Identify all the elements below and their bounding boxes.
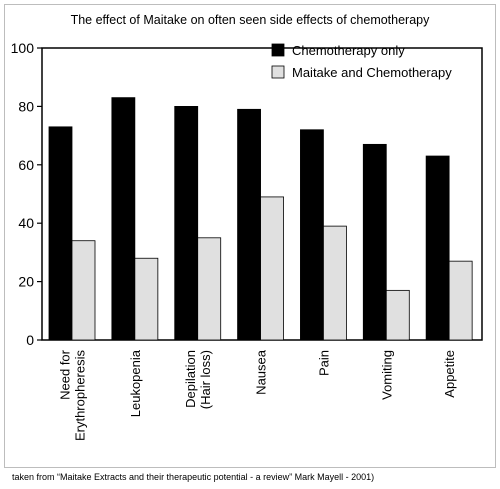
y-tick-label: 100 (11, 40, 35, 56)
chart-title: The effect of Maitake on often seen side… (71, 13, 431, 27)
x-tick-label: (Hair loss) (198, 350, 213, 409)
y-tick-label: 20 (18, 274, 34, 290)
legend-swatch (271, 65, 285, 79)
x-tick-label: Vomiting (379, 350, 394, 400)
y-tick-label: 60 (18, 157, 34, 173)
bar-maitake-and-chemotherapy (197, 237, 222, 341)
chart-frame (4, 4, 496, 468)
x-tick-label: Erythropheresis (73, 350, 88, 442)
y-tick-label: 0 (26, 332, 34, 348)
bar-chemotherapy-only (111, 97, 136, 341)
bar-maitake-and-chemotherapy (260, 196, 284, 341)
bar-chemotherapy-only (237, 108, 261, 341)
x-tick-label: Appetite (442, 350, 457, 398)
bar-maitake-and-chemotherapy (71, 240, 96, 341)
x-tick-label: Leukopenia (128, 349, 143, 417)
x-tick-label: Nausea (254, 349, 269, 395)
bar-chemotherapy-only (425, 155, 450, 341)
y-tick-label: 80 (18, 98, 34, 114)
bar-maitake-and-chemotherapy (385, 289, 410, 341)
legend-label: Chemotherapy only (292, 43, 405, 58)
x-tick-label: Depilation (183, 350, 198, 408)
bar-maitake-and-chemotherapy (323, 225, 347, 341)
bar-chemotherapy-only (300, 129, 324, 341)
bar-chemotherapy-only (174, 106, 199, 341)
bar-chemotherapy-only (48, 126, 73, 341)
bar-chemotherapy-only (362, 143, 387, 341)
legend-label: Maitake and Chemotherapy (292, 65, 452, 80)
bar-maitake-and-chemotherapy (448, 260, 473, 341)
legend-swatch (271, 43, 285, 57)
source-caption: taken from “Maitake Extracts and their t… (12, 472, 375, 482)
x-tick-label: Pain (316, 350, 331, 376)
y-tick-label: 40 (18, 215, 34, 231)
x-tick-label: Need for (58, 349, 73, 400)
bar-maitake-and-chemotherapy (134, 257, 159, 341)
